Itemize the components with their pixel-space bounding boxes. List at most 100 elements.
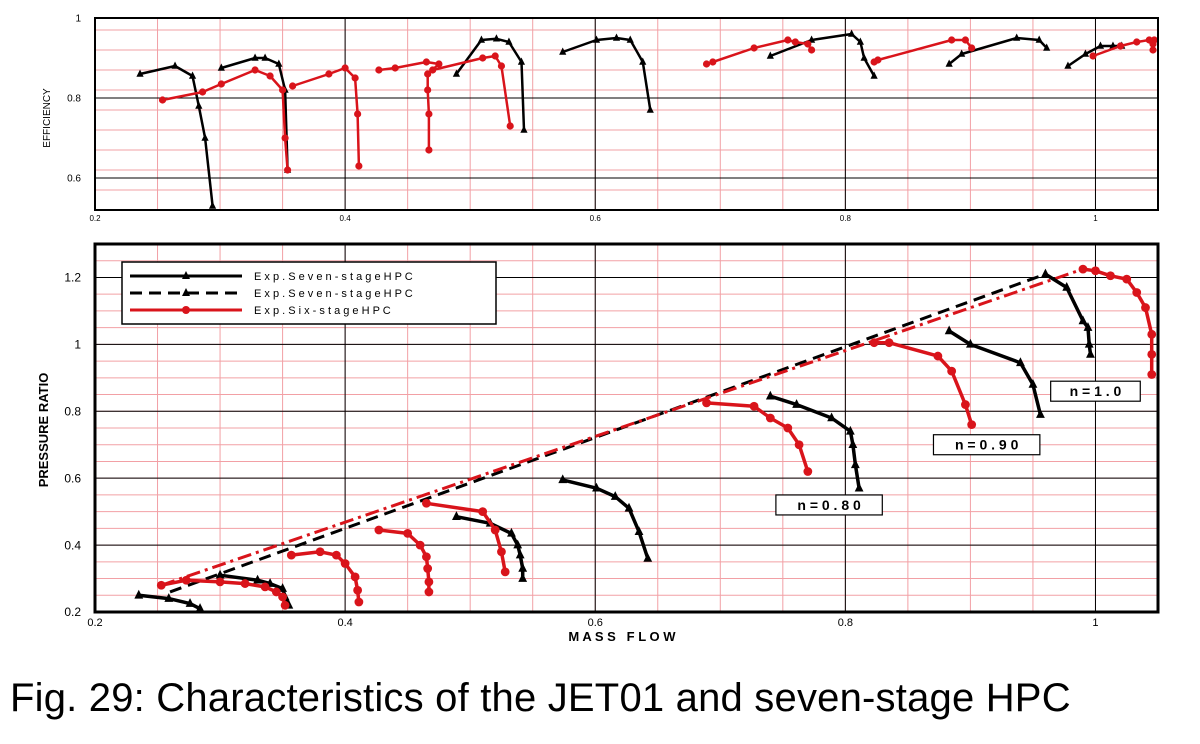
circle-marker — [804, 40, 812, 48]
triangle-marker — [610, 491, 620, 500]
circle-marker — [158, 96, 167, 104]
triangle-marker — [626, 35, 634, 43]
figure: 0.2 0.4 0.6 0.8 1 0.60.81 EFFICIENCY 0.2 0.4 0… — [36, 14, 1160, 644]
triangle-marker — [261, 53, 269, 61]
triangle-marker — [492, 34, 501, 42]
triangle-marker — [215, 569, 225, 579]
circle-marker — [424, 587, 434, 597]
triangle-marker — [945, 59, 953, 67]
circle-marker — [182, 306, 190, 314]
pressure-ratio-y-tick-label: 1 — [74, 338, 81, 352]
pressure-ratio-series-six — [1078, 264, 1157, 379]
efficiency-series-six — [702, 36, 816, 68]
pressure-ratio-series-line — [874, 340, 974, 426]
triangle-marker — [171, 61, 179, 69]
pressure-ratio-x-tick-label: 1 — [1092, 617, 1098, 629]
triangle-marker — [278, 583, 287, 592]
triangle-marker — [1083, 322, 1093, 331]
pressure-ratio-y-tick-label: 0.4 — [64, 538, 81, 552]
circle-marker — [424, 70, 432, 78]
efficiency-series-exp — [136, 61, 217, 209]
circle-marker — [968, 44, 976, 52]
legend-label: E x p . S i x - s t a g e H P C — [254, 305, 391, 317]
efficiency-y-ticks: 0.6 0.8 1 — [67, 14, 81, 185]
triangle-marker — [860, 53, 868, 61]
triangle-marker — [634, 526, 644, 536]
circle-marker — [350, 572, 360, 582]
triangle-marker — [208, 201, 217, 209]
circle-marker — [783, 423, 793, 433]
circle-marker — [807, 46, 816, 54]
efficiency-series-line — [292, 66, 361, 167]
circle-marker — [1147, 350, 1157, 359]
triangle-marker — [792, 399, 801, 408]
circle-marker — [215, 577, 225, 587]
circle-marker — [869, 338, 879, 348]
circle-marker — [281, 134, 289, 142]
triangle-marker — [188, 71, 197, 79]
circle-marker — [217, 80, 225, 88]
pressure-ratio-series-six — [869, 338, 977, 430]
triangle-marker — [515, 549, 525, 559]
circle-marker — [765, 413, 775, 423]
triangle-marker — [518, 573, 528, 582]
triangle-marker — [195, 101, 203, 109]
circle-marker — [425, 146, 433, 154]
circle-marker — [967, 420, 977, 430]
speed-annotation-box — [1050, 380, 1141, 402]
pressure-ratio-y-ticks: 0.2 0.4 0.6 0.8 1 1.2 — [64, 271, 81, 620]
circle-marker — [1089, 52, 1097, 60]
triangle-marker — [845, 425, 855, 435]
circle-marker — [1149, 46, 1157, 54]
circle-marker — [961, 36, 970, 44]
circle-marker — [709, 58, 717, 66]
pressure-ratio-series-exp — [134, 589, 205, 612]
triangle-marker — [195, 603, 205, 612]
triangle-marker — [1064, 61, 1072, 69]
triangle-marker — [807, 35, 816, 43]
circle-marker — [280, 600, 290, 610]
circle-marker — [278, 86, 287, 94]
circle-marker — [803, 467, 813, 476]
circle-marker — [1116, 42, 1125, 50]
triangle-marker — [848, 439, 858, 449]
triangle-marker — [1086, 348, 1095, 358]
pressure-ratio-series-exp — [765, 390, 864, 492]
circle-marker — [1132, 288, 1142, 297]
circle-marker — [271, 587, 281, 597]
efficiency-series-line — [220, 56, 289, 171]
efficiency-series-six — [870, 36, 976, 66]
pressure-ratio-series-line — [562, 478, 650, 560]
triangle-marker — [477, 35, 486, 43]
efficiency-series-line — [162, 68, 289, 171]
circle-marker — [422, 58, 431, 66]
circle-marker — [354, 110, 362, 118]
circle-marker — [283, 166, 292, 174]
circle-marker — [933, 351, 943, 361]
pressure-ratio-y-tick-label: 0.2 — [64, 605, 81, 619]
circle-marker — [375, 66, 383, 74]
circle-marker — [948, 36, 956, 44]
circle-marker — [403, 528, 413, 538]
efficiency-series-line — [455, 37, 526, 131]
triangle-marker — [559, 47, 567, 55]
circle-marker — [331, 550, 341, 560]
circle-marker — [500, 567, 510, 577]
circle-marker — [791, 38, 799, 46]
circle-marker — [506, 122, 514, 130]
pressure-ratio-series-exp — [1041, 268, 1095, 358]
circle-marker — [423, 564, 433, 573]
circle-marker — [422, 552, 431, 562]
efficiency-series-exp — [452, 34, 528, 133]
triangle-marker — [517, 57, 526, 65]
speed-annotation: n = 0 . 9 0 — [932, 434, 1041, 456]
efficiency-panel: 0.2 0.4 0.6 0.8 1 0.6 0.8 1 EFFICIENCY — [42, 14, 1159, 223]
circle-marker — [490, 525, 500, 535]
pressure-ratio-y-tick-label: 1.2 — [64, 271, 81, 285]
triangle-marker — [164, 593, 174, 602]
triangle-marker — [1096, 41, 1105, 49]
efficiency-series-six — [1089, 36, 1158, 60]
triangle-marker — [520, 125, 528, 133]
circle-marker — [340, 559, 350, 568]
triangle-marker — [185, 598, 195, 607]
